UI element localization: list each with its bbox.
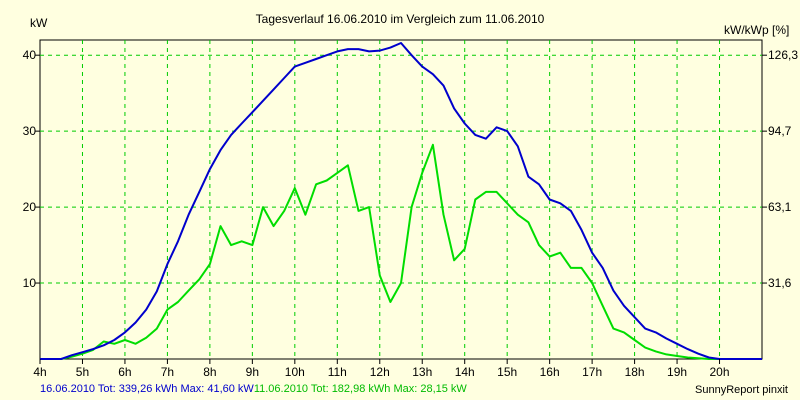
- x-tick-label: 4h: [33, 365, 46, 379]
- y-tick-label-right: 126,3: [768, 48, 798, 62]
- y-axis-left-label: kW: [30, 16, 48, 30]
- x-tick-label: 13h: [412, 365, 432, 379]
- y-tick-label-right: 31,6: [768, 276, 792, 290]
- x-tick-label: 12h: [370, 365, 390, 379]
- footer-blue-summary: 16.06.2010 Tot: 339,26 kWh Max: 41,60 kW: [40, 383, 254, 395]
- x-tick-label: 14h: [455, 365, 475, 379]
- x-tick-label: 18h: [625, 365, 645, 379]
- footer-summary: 16.06.2010 Tot: 339,26 kWh Max: 41,60 kW…: [40, 383, 467, 395]
- y-tick-label-right: 94,7: [768, 124, 792, 138]
- series-line-16-06-2010: [40, 42, 762, 360]
- x-tick-label: 9h: [246, 365, 259, 379]
- y-tick-label-left: 20: [23, 200, 37, 214]
- footer-green-summary: 11.06.2010 Tot: 182,98 kWh Max: 28,15 kW: [253, 383, 467, 395]
- y-tick-label-left: 10: [23, 276, 37, 290]
- x-tick-label: 5h: [76, 365, 89, 379]
- x-tick-label: 20h: [710, 365, 730, 379]
- plot-area: [39, 39, 763, 360]
- credit-text: SunnyReport pinxit: [695, 384, 788, 396]
- y-tick-label-left: 40: [23, 48, 37, 62]
- x-tick-label: 19h: [667, 365, 687, 379]
- x-tick-label: 6h: [118, 365, 131, 379]
- x-tick-label: 17h: [582, 365, 602, 379]
- y-tick-label-right: 63,1: [768, 200, 792, 214]
- x-tick-label: 11h: [328, 365, 347, 379]
- x-tick-label: 10h: [285, 365, 305, 379]
- x-tick-label: 8h: [203, 365, 216, 379]
- y-tick-label-left: 30: [23, 124, 37, 138]
- x-tick-label: 7h: [161, 365, 174, 379]
- y-axis-right-label: kW/kWp [%]: [724, 23, 789, 37]
- x-tick-label: 16h: [540, 365, 560, 379]
- series-group: [40, 42, 762, 360]
- x-tick-label: 15h: [497, 365, 517, 379]
- chart-title: Tagesverlauf 16.06.2010 im Vergleich zum…: [256, 12, 545, 26]
- series-line-11-06-2010: [40, 143, 762, 360]
- axes: 4h 5h 6h 7h 8h 9h 10h 11h 12h 13h 14h 15h 16h 17h 18h 1…: [23, 48, 799, 379]
